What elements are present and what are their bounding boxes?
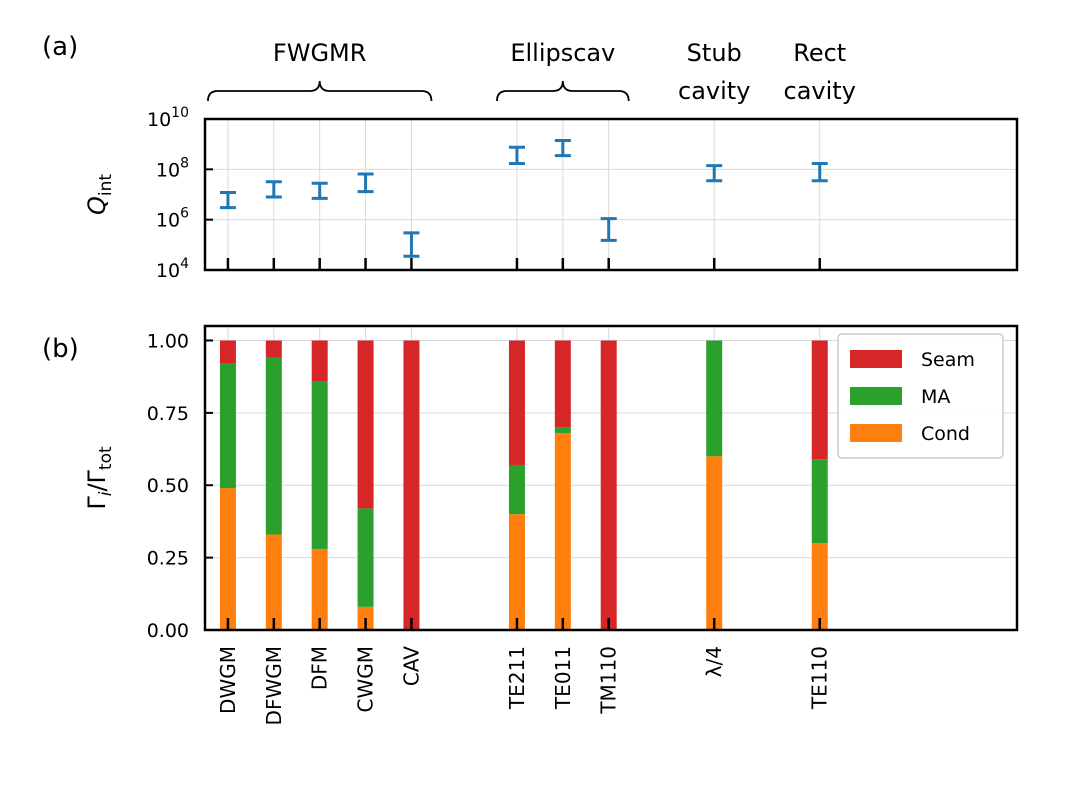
bar-te011-seam (554, 340, 571, 428)
bar-te110-ma (811, 459, 828, 544)
category-label-dfm: DFM (308, 646, 332, 690)
y-tick-label-a-10: 1010 (147, 105, 189, 131)
panel-label-a: (a) (42, 32, 78, 62)
bar-dfm-seam (311, 340, 328, 382)
bar-te211-ma (508, 464, 525, 515)
y-tick-label-a-4: 104 (156, 256, 189, 282)
bar-te011-cond (554, 433, 571, 630)
legend-label-cond: Cond (921, 423, 970, 445)
bar-te011-ma (554, 427, 571, 434)
brace-ellipscav (496, 80, 630, 102)
category-label-tm110: TM110 (597, 646, 621, 715)
axes-frame-a (203, 117, 1019, 272)
legend-swatch-ma (850, 387, 902, 405)
category-label-cwgm: CWGM (354, 646, 378, 713)
bar-te110-cond (811, 543, 828, 630)
category-label-cav: CAV (399, 646, 423, 686)
bar-tm110-seam (600, 340, 617, 630)
category-label-dwgm: DWGM (216, 646, 240, 714)
y-tick-label-b-1: 0.25 (147, 548, 189, 570)
legend: Seam MA Cond (837, 333, 1004, 459)
group-label-stub-cavity-line-0: Stub (687, 39, 742, 67)
bar-lambda-4-cond (706, 456, 723, 630)
bar-cwgm-ma (357, 508, 374, 607)
category-label-lambda-4: λ/4 (702, 646, 726, 677)
bar-te211-seam (508, 340, 525, 465)
bar-cav-seam (403, 340, 420, 630)
panel-label-b: (b) (42, 334, 79, 364)
bar-te110-seam (811, 340, 828, 460)
category-label-te011: TE011 (551, 646, 575, 710)
bar-dfm-cond (311, 548, 328, 630)
bar-dwgm-seam (219, 340, 236, 364)
bar-lambda-4-ma (706, 340, 723, 457)
category-label-dfwgm: DFWGM (262, 646, 286, 725)
category-label-te110: TE110 (808, 646, 832, 710)
legend-label-seam: Seam (921, 349, 975, 371)
legend-label-ma: MA (921, 386, 950, 408)
group-label-fwgmr: FWGMR (273, 39, 367, 67)
bar-dfwgm-ma (265, 357, 282, 535)
y-axis-label-b: Γi/Γtot (83, 446, 116, 510)
y-tick-label-b-0: 0.00 (147, 620, 189, 642)
axes-frame-b (203, 324, 1019, 632)
bar-cwgm-seam (357, 340, 374, 509)
y-tick-label-b-3: 0.75 (147, 403, 189, 425)
category-label-te211: TE211 (505, 646, 529, 710)
y-axis-label-a: Qint (83, 174, 116, 215)
legend-swatch-seam (850, 350, 902, 368)
bar-dwgm-ma (219, 363, 236, 489)
legend-swatch-cond (850, 424, 902, 442)
group-label-stub-cavity-line-1: cavity (678, 77, 750, 105)
y-tick-label-a-6: 106 (156, 206, 189, 232)
bar-dfwgm-seam (265, 340, 282, 358)
group-label-ellipscav: Ellipscav (510, 39, 615, 67)
bar-dfwgm-cond (265, 534, 282, 630)
y-tick-label-a-8: 108 (156, 155, 189, 181)
brace-fwgmr (207, 80, 433, 102)
y-tick-label-b-2: 0.50 (147, 475, 189, 497)
group-label-rect-cavity-line-1: cavity (784, 77, 856, 105)
bar-dfm-ma (311, 381, 328, 549)
bar-te211-cond (508, 514, 525, 630)
y-tick-label-b-4: 1.00 (147, 330, 189, 352)
bar-dwgm-cond (219, 488, 236, 630)
group-label-rect-cavity-line-0: Rect (793, 39, 846, 67)
